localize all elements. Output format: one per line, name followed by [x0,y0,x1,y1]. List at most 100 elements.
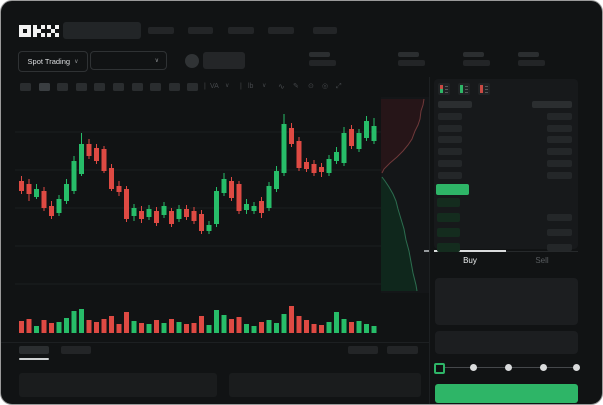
volume-bar [94,322,99,333]
indicator-b-dropdown[interactable]: lb [248,83,254,90]
nav-item-skeleton[interactable] [228,27,254,34]
orderbook-col-header-amount [532,101,572,108]
orders-list-placeholder [229,373,421,397]
bid-amount-skeleton [547,214,572,221]
slider-stop[interactable] [540,364,547,371]
interval-button-skeleton[interactable] [168,83,180,91]
interval-button-skeleton[interactable] [57,83,69,91]
tab-sell-label: Sell [535,256,549,265]
market-type-selector[interactable]: Spot Trading ∨ [18,51,88,72]
interval-button-skeleton[interactable] [38,83,50,91]
active-tab-underline [19,358,49,360]
interval-button-skeleton[interactable] [20,83,31,91]
volume-bar [326,322,332,333]
candle-body [371,126,377,141]
depth-ask-area [381,99,424,173]
candle-body [34,189,39,197]
volume-bar [199,316,204,333]
interval-button-skeleton[interactable] [187,83,199,91]
volume-bar [349,322,354,333]
volume-bar [79,309,84,333]
toolbar-divider: | [204,83,206,90]
slider-stop[interactable] [573,364,580,371]
interval-button-skeleton[interactable] [150,83,162,91]
slider-handle[interactable] [434,363,445,374]
candle-body [191,211,197,221]
orderbook-col-header-price [438,101,472,108]
volume-bar [319,325,324,333]
ask-bar [480,85,483,93]
nav-item-skeleton[interactable] [313,27,337,34]
depth-bid-line [381,176,418,292]
depth-ask-line [381,98,425,174]
tab-baseline [434,251,578,252]
indicator-a-dropdown[interactable]: VA [210,83,219,90]
price-input-field[interactable] [435,278,578,325]
toolbar-divider: | [240,83,242,90]
nav-item-skeleton[interactable] [148,27,174,34]
slider-stop[interactable] [505,364,512,371]
volume-bar [229,319,234,333]
volume-bar [124,312,129,333]
volume-bar [191,323,197,333]
search-input[interactable] [63,22,141,39]
volume-bar [139,323,144,333]
orderbook-view-bids-icon[interactable] [458,83,470,95]
candle-body [296,141,302,168]
orderbook-view-both-icon[interactable] [438,83,450,95]
volume-bar [26,319,32,333]
market-type-label: Spot Trading [27,57,71,66]
candle-body [124,189,129,219]
avatar[interactable] [185,54,199,68]
candle-body [176,209,182,219]
screenshot-icon[interactable]: ⊙ [308,83,314,90]
candle-body [116,186,122,192]
candlestick-chart[interactable] [15,97,383,337]
candle-body [311,164,317,173]
bid-price-skeleton [437,198,460,207]
buy-submit-button[interactable] [435,384,578,403]
draw-tool-icon[interactable]: ✎ [293,83,299,90]
candle-body [244,204,249,210]
orderbook-last-price-badge[interactable] [436,184,469,195]
candle-body [41,191,47,208]
history-tab-skeleton[interactable] [61,346,91,354]
chevron-down-icon: ∨ [262,83,267,89]
ticker-stat-value-skeleton [309,60,336,66]
candle-body [319,167,324,172]
volume-bar [214,310,219,333]
interval-button-skeleton[interactable] [75,83,87,91]
candle-body [154,211,159,223]
volume-bar [259,322,264,333]
volume-bar [116,324,122,333]
chart-settings-icon[interactable]: ◎ [322,83,329,90]
orderbook-view-asks-icon[interactable] [478,83,490,95]
interval-button-skeleton[interactable] [131,83,143,91]
bid-amount-skeleton [547,229,572,236]
nav-item-skeleton[interactable] [268,27,294,34]
tab-buy[interactable]: Buy [434,256,506,265]
panel-action-skeleton[interactable] [387,346,418,354]
ask-price-skeleton [438,113,462,120]
amount-input-field[interactable] [435,331,578,354]
interval-button-skeleton[interactable] [94,83,106,91]
candle-body [19,181,24,191]
panel-action-skeleton[interactable] [348,346,378,354]
candle-body [109,168,114,189]
candle-body [341,133,347,163]
nav-item-skeleton[interactable] [188,27,213,34]
candle-body [94,148,99,161]
okx-logo [19,25,59,37]
candle-body [349,129,354,146]
tab-sell[interactable]: Sell [506,256,578,265]
line-type-icon[interactable]: ∿ [278,82,285,91]
interval-button-skeleton[interactable] [113,83,124,91]
candle-body [169,211,174,224]
candle-body [274,171,279,189]
pair-selector-dropdown[interactable]: ∨ [90,51,167,70]
volume-bar [161,323,167,333]
slider-stop[interactable] [470,364,477,371]
orders-tab-skeleton[interactable] [19,346,49,354]
candle-body [71,161,77,191]
fullscreen-icon[interactable]: ⤢ [336,83,342,90]
